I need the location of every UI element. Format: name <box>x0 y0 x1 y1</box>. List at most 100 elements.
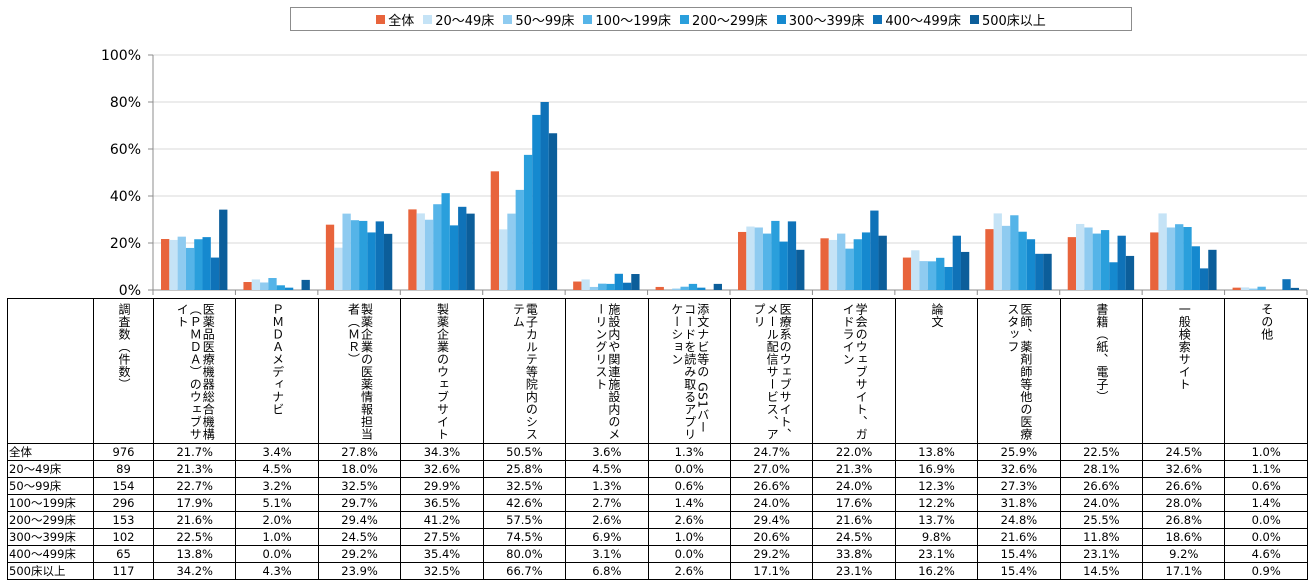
bar <box>1208 249 1217 290</box>
value-cell: 21.3% <box>152 460 237 478</box>
value-cell: 21.6% <box>977 528 1061 546</box>
column-header-label: 添文ナビ等の GS1バーコードを読み取るアプリケーション <box>669 303 710 441</box>
value-cell: 1.0% <box>235 528 319 546</box>
value-cell: 29.4% <box>729 511 814 529</box>
bar <box>243 282 252 290</box>
bar <box>276 285 285 290</box>
value-cell: 32.6% <box>400 460 484 478</box>
value-cell: 24.7% <box>729 443 814 461</box>
y-tick-label: 0% <box>119 283 141 299</box>
value-cell: 3.4% <box>235 443 319 461</box>
bar <box>762 233 772 290</box>
category-column-header: 施設内や関連施設内のメーリングリスト <box>565 298 649 444</box>
bar <box>458 206 467 290</box>
count-cell: 153 <box>93 511 154 529</box>
bar <box>1067 237 1077 290</box>
bar <box>581 279 590 290</box>
bar <box>375 221 384 290</box>
value-cell: 11.8% <box>1059 528 1144 546</box>
table-row: 50〜99床 154 22.7% 3.2% 32.5% 29.9% 32.5% 1.3% 0.6… <box>7 477 1308 495</box>
value-cell: 26.6% <box>729 477 814 495</box>
bar <box>1084 227 1093 290</box>
bar <box>441 193 450 290</box>
bar <box>177 236 186 290</box>
bar <box>202 237 211 290</box>
value-cell: 9.2% <box>1142 545 1226 563</box>
bar <box>1249 288 1258 290</box>
value-cell: 1.0% <box>1224 443 1308 461</box>
value-cell: 1.3% <box>647 443 731 461</box>
legend-item: 全体 <box>376 10 414 29</box>
value-cell: 1.4% <box>647 494 731 512</box>
value-cell: 34.3% <box>400 443 484 461</box>
value-cell: 1.3% <box>565 477 649 495</box>
value-cell: 24.5% <box>1142 443 1226 461</box>
value-cell: 17.6% <box>812 494 896 512</box>
value-cell: 26.8% <box>1142 511 1226 529</box>
bar <box>194 239 203 290</box>
value-cell: 18.0% <box>317 460 402 478</box>
category-column-header: 医薬品医療機器総合機構（ＰＭＤＡ）のウェブサイト <box>152 298 237 444</box>
bar <box>424 219 434 290</box>
bar <box>1199 268 1209 290</box>
column-header-label: 施設内や関連施設内のメーリングリスト <box>593 303 621 441</box>
bar <box>466 213 475 290</box>
value-cell: 23.1% <box>812 562 896 580</box>
column-header-label: 書籍（紙、電子） <box>1094 303 1109 403</box>
bar <box>499 229 508 290</box>
value-cell: 27.5% <box>400 528 484 546</box>
value-cell: 1.0% <box>647 528 731 546</box>
value-cell: 1.4% <box>1224 494 1308 512</box>
value-cell: 20.6% <box>729 528 814 546</box>
bar <box>713 283 722 290</box>
category-column-header: 製薬企業の医薬情報担当者（ＭＲ） <box>317 298 402 444</box>
bar <box>927 261 937 290</box>
column-header-label: 医療系のウェブサイト、メール配信サービス、アプリ <box>752 303 793 441</box>
column-header-label: 電子カルテ等院内のシステム <box>511 303 539 441</box>
category-column-header: その他 <box>1224 298 1308 444</box>
bar <box>655 286 664 290</box>
bar <box>1191 246 1200 290</box>
value-cell: 12.2% <box>894 494 979 512</box>
bar <box>350 220 360 290</box>
count-cell: 65 <box>93 545 154 563</box>
value-cell: 29.2% <box>317 545 402 563</box>
column-header-label: その他 <box>1259 303 1274 341</box>
bar <box>367 232 376 290</box>
value-cell: 3.1% <box>565 545 649 563</box>
value-cell: 3.6% <box>565 443 649 461</box>
value-cell: 16.2% <box>894 562 979 580</box>
bar <box>1010 215 1019 290</box>
value-cell: 0.6% <box>647 477 731 495</box>
row-label: 500床以上 <box>7 562 94 580</box>
count-cell: 296 <box>93 494 154 512</box>
y-tick-label: 80% <box>110 95 141 111</box>
row-label: 20〜49床 <box>7 460 94 478</box>
bar <box>787 221 797 290</box>
legend-item: 200〜299床 <box>680 10 768 29</box>
value-cell: 9.8% <box>894 528 979 546</box>
bar <box>878 235 887 290</box>
bar <box>1166 227 1176 290</box>
bar <box>1043 253 1052 290</box>
value-cell: 33.8% <box>812 545 896 563</box>
value-cell: 35.4% <box>400 545 484 563</box>
bar <box>796 249 805 290</box>
value-cell: 24.5% <box>812 528 896 546</box>
value-cell: 15.4% <box>977 562 1061 580</box>
value-cell: 6.8% <box>565 562 649 580</box>
bar <box>680 286 689 290</box>
legend-label: 全体 <box>388 13 415 29</box>
column-header-label: 学会のウェブサイト、ガイドライン <box>841 303 869 441</box>
bar <box>672 288 681 290</box>
value-cell: 2.6% <box>647 562 731 580</box>
legend-item: 300〜399床 <box>776 10 864 29</box>
value-cell: 24.8% <box>977 511 1061 529</box>
count-cell: 102 <box>93 528 154 546</box>
chart-legend: 全体 20〜49床 50〜99床 100〜199床 200〜299床 300〜399床 40… <box>290 7 1132 31</box>
bar <box>631 274 640 290</box>
value-cell: 29.9% <box>400 477 484 495</box>
bar <box>515 189 524 290</box>
bar <box>845 248 854 290</box>
bar <box>1076 223 1085 290</box>
